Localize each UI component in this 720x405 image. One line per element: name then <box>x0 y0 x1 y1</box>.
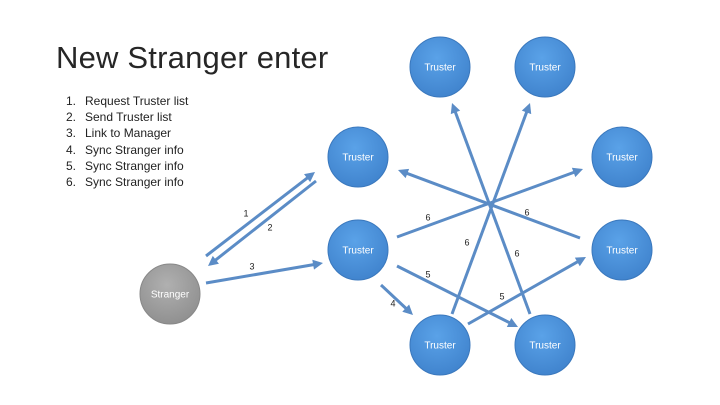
step-number: 5. <box>66 158 77 173</box>
arrow-head <box>398 168 410 179</box>
steps-list: 1. Request Truster list 2. Send Truster li… <box>66 93 188 190</box>
arrow-head <box>402 304 413 315</box>
truster-node-top-left: Truster <box>409 36 471 98</box>
arrow-head <box>571 167 583 178</box>
step-number: 4. <box>66 142 77 157</box>
step-text: Sync Stranger info <box>85 175 184 190</box>
step-text: Sync Stranger info <box>85 142 184 157</box>
arrow-head <box>521 103 532 115</box>
truster-circle <box>409 314 471 376</box>
arrow-head <box>208 255 219 266</box>
truster-node-right-upper: Truster <box>591 126 653 188</box>
arrow-left-upper-to-stranger <box>213 179 317 263</box>
truster-circle <box>327 219 389 281</box>
truster-label: Truster <box>529 341 561 352</box>
arrow-bottom-left-to-top-right <box>450 109 529 315</box>
truster-node-top-right: Truster <box>514 36 576 98</box>
edge-label: 6 <box>464 237 469 247</box>
truster-circle <box>591 219 653 281</box>
truster-node-bottom-right: Truster <box>514 314 576 376</box>
truster-node-left-upper: Truster <box>327 126 389 188</box>
truster-label: Truster <box>606 246 638 257</box>
step-number: 6. <box>66 175 77 190</box>
step-item: 6. Sync Stranger info <box>66 174 188 190</box>
truster-circle <box>514 314 576 376</box>
arrow-bottom-right-to-top-left <box>453 109 532 315</box>
edge-labels-layer: 1 2 3 4 5 5 6 6 6 6 <box>243 207 529 308</box>
truster-circle <box>327 126 389 188</box>
arrow-stranger-to-left-upper <box>205 175 310 258</box>
edge-label: 3 <box>249 261 254 271</box>
arrow-head <box>574 257 586 267</box>
step-item: 5. Sync Stranger info <box>66 158 188 174</box>
step-text: Sync Stranger info <box>85 158 184 173</box>
arrow-manager-to-bottom-left <box>379 283 409 311</box>
truster-label: Truster <box>529 63 561 74</box>
step-text: Send Truster list <box>85 110 172 125</box>
arrow-head <box>450 103 461 115</box>
step-text: Link to Manager <box>85 126 172 141</box>
arrow-manager-to-bottom-right <box>396 264 512 325</box>
step-item: 2. Send Truster list <box>66 109 188 125</box>
step-number: 1. <box>66 94 77 108</box>
nodes-layer: Truster Truster Truster Truster Truster Trust… <box>139 36 653 376</box>
truster-label: Truster <box>342 246 374 257</box>
truster-label: Truster <box>424 341 456 352</box>
truster-node-bottom-left: Truster <box>409 314 471 376</box>
edge-label: 5 <box>499 291 504 301</box>
edges-layer <box>205 103 586 327</box>
step-item: 1. Request Truster list <box>66 93 188 109</box>
stranger-node-stranger: Stranger <box>139 263 201 325</box>
arrow-head <box>304 172 315 183</box>
slide-title: New Stranger enter <box>56 40 329 75</box>
step-item: 3. Link to Manager <box>66 125 188 141</box>
arrow-head <box>506 318 518 327</box>
arrow-head <box>312 259 323 270</box>
truster-circle <box>409 36 471 98</box>
step-number: 3. <box>66 126 77 141</box>
edge-label: 6 <box>514 248 519 258</box>
step-text: Request Truster list <box>85 94 189 108</box>
truster-node-right-lower: Truster <box>591 219 653 281</box>
truster-circle <box>514 36 576 98</box>
truster-label: Truster <box>342 153 374 164</box>
edge-label: 4 <box>390 298 395 308</box>
step-number: 2. <box>66 110 77 125</box>
stranger-label: Stranger <box>151 290 190 301</box>
edge-label: 5 <box>425 269 430 279</box>
truster-circle <box>591 126 653 188</box>
stranger-circle <box>139 263 201 325</box>
step-item: 4. Sync Stranger info <box>66 142 188 158</box>
edge-label: 6 <box>425 212 430 222</box>
truster-node-manager: Truster <box>327 219 389 281</box>
arrow-stranger-to-manager <box>205 262 316 285</box>
edge-label: 1 <box>243 208 248 218</box>
truster-label: Truster <box>606 153 638 164</box>
edge-label: 6 <box>524 207 529 217</box>
edge-label: 2 <box>267 222 272 232</box>
truster-label: Truster <box>424 63 456 74</box>
